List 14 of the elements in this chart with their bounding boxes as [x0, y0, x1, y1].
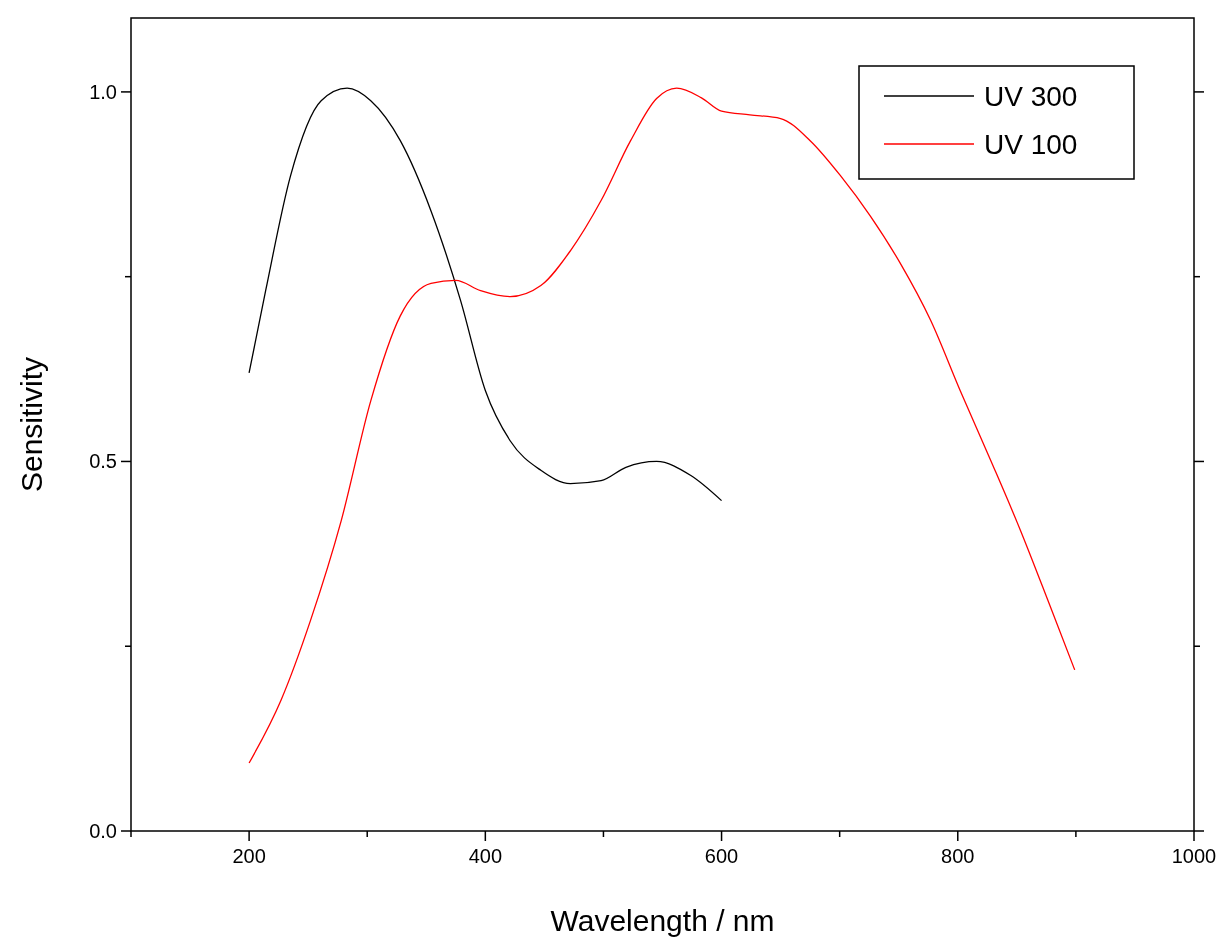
line-series — [248, 87, 723, 502]
x-axis-title: Wavelength / nm — [550, 904, 775, 937]
y-tick-label: 1.0 — [89, 80, 117, 103]
x-tick-label: 1000 — [1171, 845, 1217, 867]
x-tick-label: 600 — [704, 845, 739, 867]
x-tick-label: 200 — [232, 845, 266, 867]
y-tick-label: 0.5 — [89, 450, 117, 473]
y-axis-title: Sensitivity — [15, 356, 48, 493]
x-tick-label: 400 — [468, 845, 503, 867]
legend-label: UV 300 — [984, 81, 1078, 112]
x-tick-label: 800 — [941, 845, 975, 867]
legend-label: UV 100 — [984, 129, 1078, 160]
line-series — [248, 87, 1076, 764]
y-tick-label: 0.0 — [89, 820, 117, 842]
